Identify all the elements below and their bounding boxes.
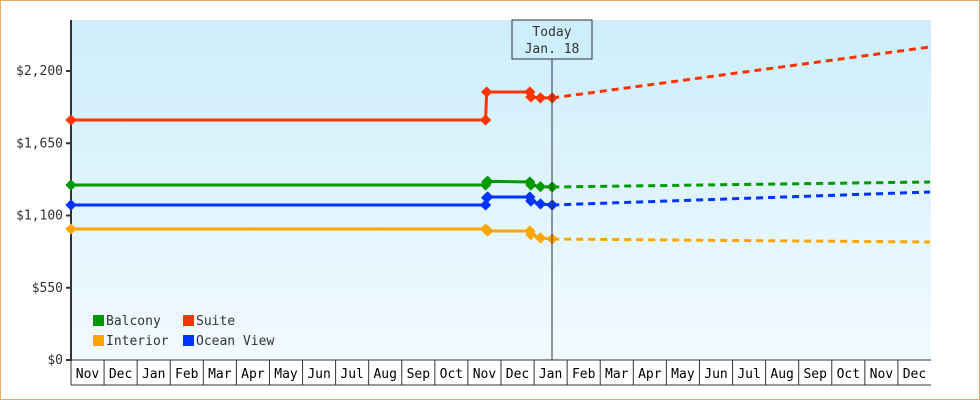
legend-label: Ocean View <box>196 334 274 349</box>
today-date: Jan. 18 <box>525 42 580 57</box>
data-point <box>534 180 547 193</box>
series-group <box>65 45 931 245</box>
forecast-line <box>552 180 930 189</box>
data-point <box>534 198 547 210</box>
legend-swatch <box>183 315 194 326</box>
legend-label: Interior <box>106 334 169 349</box>
x-tick-label: Oct <box>440 367 463 382</box>
x-tick-label: May <box>671 367 695 382</box>
x-tick-label: Jan <box>539 367 562 382</box>
y-axis: $0 $550 $1,100 $1,650 $2,200 <box>16 20 72 368</box>
series-ocean-view <box>65 190 930 211</box>
y-tick-label: $0 <box>47 353 63 368</box>
series-interior <box>65 223 930 245</box>
x-tick-label: Feb <box>175 367 199 382</box>
x-tick-label: Jul <box>737 367 760 382</box>
x-tick-label: May <box>274 367 298 382</box>
data-point <box>482 175 494 188</box>
data-point <box>525 228 537 241</box>
x-tick-label: Feb <box>572 367 596 382</box>
data-point <box>479 199 492 211</box>
x-tick-label: Nov <box>76 367 100 382</box>
x-tick-label: Oct <box>837 367 860 382</box>
y-tick-label: $2,200 <box>16 64 63 79</box>
y-tick-label: $1,100 <box>16 209 63 224</box>
data-point <box>525 179 537 191</box>
today-marker: Today Jan. 18 <box>511 19 593 360</box>
x-tick-label: Jan <box>142 367 165 382</box>
forecast-line <box>552 190 930 207</box>
x-tick-label: Jun <box>704 367 727 382</box>
x-tick-label: Jun <box>307 367 330 382</box>
series-balcony <box>65 175 930 193</box>
x-tick-label: Dec <box>109 367 132 382</box>
legend-swatch <box>183 335 194 346</box>
x-tick-label: Sep <box>407 367 431 382</box>
data-point <box>534 232 547 244</box>
today-box <box>511 19 593 60</box>
x-tick-label: Jul <box>340 367 363 382</box>
legend-label: Balcony <box>106 314 161 329</box>
y-tick-label: $550 <box>32 281 63 296</box>
y-tick-label: $1,650 <box>16 136 63 151</box>
x-axis: Nov Dec Jan Feb Mar Apr May Jun Jul Aug Sep Oct Nov D… <box>70 359 931 386</box>
x-tick-label: Apr <box>241 367 265 382</box>
x-tick-label: Aug <box>770 367 793 382</box>
x-tick-label: Apr <box>638 367 662 382</box>
legend-swatch <box>93 335 104 346</box>
data-point <box>482 191 494 203</box>
legend: Balcony Suite Interior Ocean View <box>93 314 274 349</box>
today-label: Today <box>532 25 571 40</box>
x-tick-label: Nov <box>473 367 497 382</box>
x-tick-label: Mar <box>605 367 629 382</box>
data-point <box>525 195 537 207</box>
data-point <box>482 225 494 237</box>
x-tick-label: Mar <box>208 367 232 382</box>
legend-label: Suite <box>196 314 235 329</box>
x-tick-label: Nov <box>870 367 894 382</box>
legend-swatch <box>93 315 104 326</box>
x-tick-label: Dec <box>903 367 926 382</box>
forecast-line <box>552 45 931 100</box>
x-tick-label: Sep <box>803 367 827 382</box>
x-tick-label: Aug <box>373 367 396 382</box>
plot-area <box>71 20 931 360</box>
forecast-line <box>552 237 930 244</box>
x-tick-label: Dec <box>506 367 529 382</box>
